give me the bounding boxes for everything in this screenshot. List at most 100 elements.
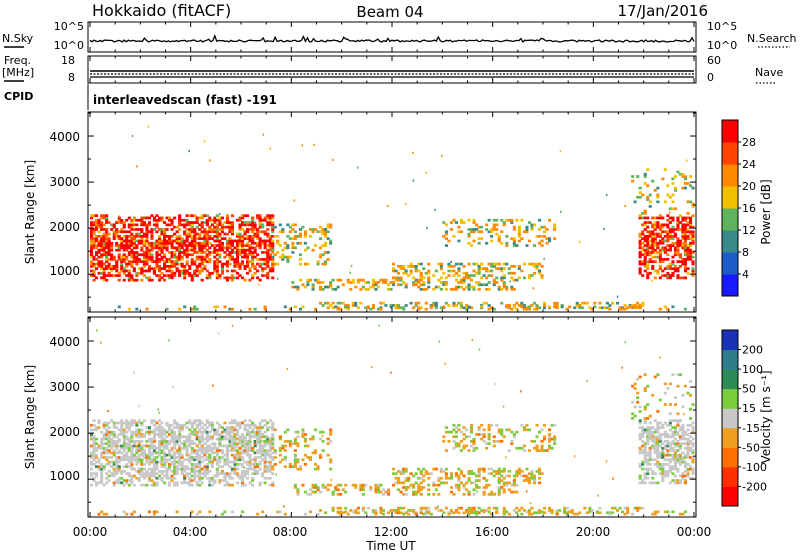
range-cell [122, 235, 126, 238]
range-cell [296, 488, 300, 492]
range-cell [238, 262, 242, 266]
range-cell [651, 435, 655, 439]
range-cell [142, 451, 146, 455]
range-cell [188, 228, 192, 231]
range-cell [495, 267, 499, 270]
range-cell [427, 510, 431, 514]
range-cell [472, 288, 476, 291]
range-cell [180, 246, 184, 250]
range-cell [132, 255, 136, 259]
range-cell [668, 232, 672, 236]
range-cell [158, 444, 162, 448]
range-cell [399, 276, 403, 280]
range-cell [268, 218, 272, 222]
range-cell [160, 218, 164, 222]
range-cell [452, 301, 456, 305]
range-cell [651, 179, 655, 183]
range-cell [132, 260, 136, 263]
range-cell [500, 474, 504, 478]
range-cell [218, 426, 222, 429]
range-cell [666, 267, 670, 270]
range-cell [658, 433, 662, 436]
range-cell [666, 237, 670, 240]
range-cell [110, 472, 114, 475]
range-cell [439, 276, 443, 280]
range-cell [548, 509, 552, 512]
range-cell [472, 262, 476, 266]
range-cell [502, 405, 505, 408]
range-cell [329, 458, 333, 462]
range-cell [142, 419, 146, 422]
range-cell [155, 428, 159, 432]
range-cell [648, 271, 652, 275]
range-cell [651, 225, 655, 229]
range-cell [668, 442, 672, 445]
range-cell [165, 474, 169, 478]
range-cell [467, 274, 471, 277]
range-cell [253, 472, 257, 475]
range-cell [449, 269, 453, 273]
range-cell [319, 285, 323, 289]
range-cell [263, 458, 267, 462]
range-cell [457, 262, 461, 266]
range-cell [399, 267, 403, 270]
range-cell [188, 232, 192, 236]
range-cell [676, 228, 680, 231]
range-cell [477, 426, 481, 429]
range-cell [691, 237, 695, 240]
range-cell [163, 451, 167, 455]
range-cell [140, 253, 144, 257]
range-cell [273, 451, 277, 455]
range-cell [658, 258, 662, 261]
range-cell [147, 444, 151, 448]
range-cell [636, 506, 640, 510]
range-cell [636, 377, 640, 381]
range-cell [374, 488, 378, 492]
range-cell [230, 440, 234, 443]
range-cell [515, 483, 519, 487]
range-cell [668, 195, 672, 199]
range-cell [268, 237, 272, 240]
range-cell [125, 442, 129, 445]
range-cell [150, 228, 154, 231]
range-cell [122, 267, 126, 270]
sky-noise-panel: N.Sky 10^5 10^0 10^5 10^0 N.Search [2, 20, 797, 53]
range-cell [631, 179, 635, 183]
range-cell [381, 509, 385, 512]
range-cell [656, 460, 660, 464]
range-cell [497, 467, 501, 471]
range-cell [512, 490, 516, 494]
range-cell [286, 367, 289, 371]
range-cell [387, 288, 391, 291]
range-cell [185, 440, 189, 443]
range-cell [256, 456, 260, 459]
range-cell [215, 449, 219, 452]
range-cell [185, 458, 189, 462]
range-cell [256, 230, 260, 234]
range-cell [200, 267, 204, 270]
range-cell [371, 281, 375, 284]
range-cell [296, 288, 300, 291]
range-cell [686, 248, 690, 252]
range-cell [100, 244, 104, 247]
range-cell [512, 433, 516, 436]
range-cell [462, 265, 466, 268]
range-cell [205, 467, 209, 471]
range-cell [404, 488, 408, 492]
range-cell [429, 304, 433, 307]
range-cell [198, 223, 202, 227]
range-cell [631, 417, 635, 420]
range-cell [100, 225, 104, 229]
range-cell [673, 474, 677, 478]
range-cell [205, 230, 209, 234]
range-cell [548, 506, 552, 510]
range-cell [95, 258, 99, 261]
range-cell [233, 421, 237, 425]
range-cell [170, 255, 174, 259]
range-cell [419, 493, 423, 496]
range-cell [512, 271, 516, 275]
range-cell [110, 442, 114, 445]
range-cell [183, 225, 187, 229]
range-cell [100, 476, 104, 480]
range-cell [253, 248, 257, 252]
